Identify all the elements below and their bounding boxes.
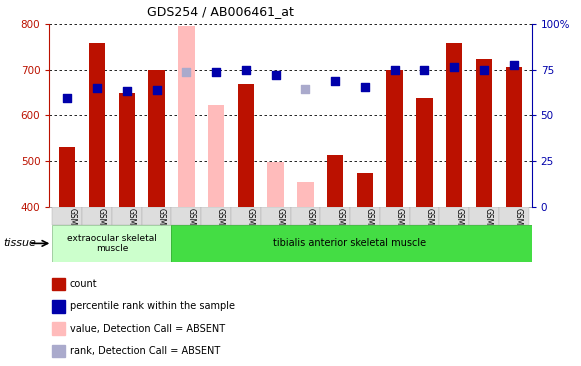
- Bar: [52, 277, 64, 290]
- Text: count: count: [70, 279, 98, 289]
- Bar: [267, 162, 284, 207]
- Bar: [52, 207, 82, 225]
- Bar: [261, 207, 290, 225]
- Bar: [208, 105, 224, 207]
- Point: [92, 85, 102, 91]
- Bar: [439, 207, 469, 225]
- Bar: [357, 173, 373, 207]
- Bar: [52, 300, 64, 313]
- Bar: [112, 207, 142, 225]
- Text: GDS254 / AB006461_at: GDS254 / AB006461_at: [148, 5, 294, 19]
- Bar: [416, 98, 433, 207]
- Bar: [410, 207, 439, 225]
- Text: GSM5554: GSM5554: [216, 208, 225, 245]
- Bar: [171, 207, 201, 225]
- Bar: [386, 70, 403, 207]
- Bar: [380, 207, 410, 225]
- Point: [390, 67, 399, 72]
- Text: GSM5563: GSM5563: [425, 208, 433, 245]
- Bar: [142, 207, 171, 225]
- Text: extraocular skeletal
muscle: extraocular skeletal muscle: [67, 234, 157, 253]
- Text: GSM5557: GSM5557: [275, 208, 285, 245]
- Bar: [499, 207, 529, 225]
- Bar: [505, 67, 522, 207]
- Text: GSM5561: GSM5561: [365, 208, 374, 245]
- Text: GSM5560: GSM5560: [335, 208, 344, 245]
- Text: tissue: tissue: [3, 238, 36, 249]
- Bar: [148, 70, 165, 207]
- Text: GSM5562: GSM5562: [394, 208, 404, 245]
- Point: [63, 95, 72, 101]
- Text: GSM5559: GSM5559: [306, 208, 314, 245]
- Point: [241, 67, 250, 72]
- Text: GSM4245: GSM4245: [156, 208, 166, 245]
- Point: [301, 86, 310, 92]
- Bar: [297, 182, 314, 207]
- Text: GSM4243: GSM4243: [97, 208, 106, 245]
- Bar: [82, 207, 112, 225]
- Text: tibialis anterior skeletal muscle: tibialis anterior skeletal muscle: [274, 238, 426, 249]
- Bar: [446, 44, 462, 207]
- Point: [152, 87, 161, 93]
- Bar: [59, 147, 76, 207]
- Point: [211, 69, 221, 75]
- Text: GSM5553: GSM5553: [187, 208, 195, 245]
- Bar: [469, 207, 499, 225]
- Bar: [52, 225, 171, 262]
- Text: GSM5566: GSM5566: [514, 208, 523, 245]
- Point: [450, 64, 459, 70]
- Point: [509, 62, 518, 68]
- Point: [420, 67, 429, 72]
- Bar: [290, 207, 320, 225]
- Text: GSM5565: GSM5565: [484, 208, 493, 245]
- Text: rank, Detection Call = ABSENT: rank, Detection Call = ABSENT: [70, 346, 220, 356]
- Bar: [320, 207, 350, 225]
- Bar: [238, 84, 254, 207]
- Bar: [178, 26, 195, 207]
- Bar: [171, 225, 532, 262]
- Point: [182, 69, 191, 75]
- Text: percentile rank within the sample: percentile rank within the sample: [70, 301, 235, 311]
- Bar: [350, 207, 380, 225]
- Text: GSM5564: GSM5564: [454, 208, 463, 245]
- Text: value, Detection Call = ABSENT: value, Detection Call = ABSENT: [70, 324, 225, 334]
- Bar: [119, 93, 135, 207]
- Bar: [201, 207, 231, 225]
- Bar: [327, 154, 343, 207]
- Point: [331, 78, 340, 84]
- Bar: [231, 207, 261, 225]
- Text: GSM5555: GSM5555: [246, 208, 255, 245]
- Text: GSM4242: GSM4242: [67, 208, 76, 245]
- Bar: [52, 322, 64, 335]
- Text: GSM4244: GSM4244: [127, 208, 136, 245]
- Bar: [476, 59, 492, 207]
- Point: [360, 84, 370, 90]
- Bar: [52, 345, 64, 358]
- Bar: [89, 44, 105, 207]
- Point: [122, 88, 131, 94]
- Point: [271, 72, 280, 78]
- Point: [479, 67, 489, 72]
